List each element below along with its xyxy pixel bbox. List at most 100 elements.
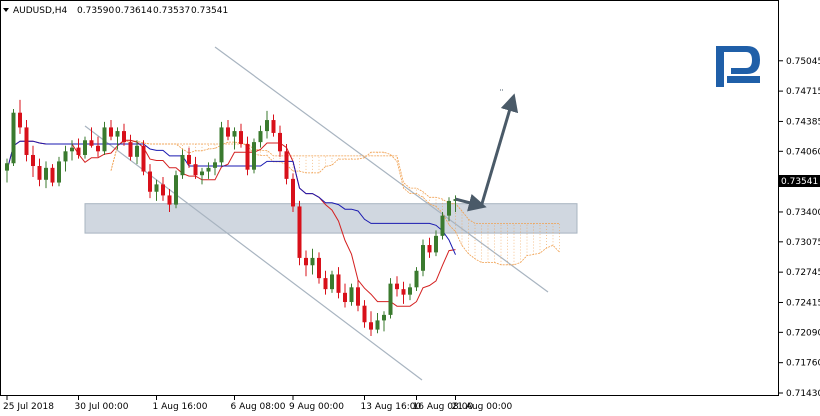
candle-body — [89, 140, 94, 146]
candle-body — [24, 127, 29, 155]
forecast-arrows-layer — [455, 89, 519, 212]
candle-body — [252, 142, 256, 170]
candle-body — [239, 131, 243, 144]
candle-body — [226, 127, 230, 137]
resistance-zone — [84, 203, 578, 234]
kijun-sen-line — [6, 140, 456, 255]
candle-body — [200, 171, 204, 176]
cloud-span-b-line — [110, 140, 560, 224]
candle-body — [330, 274, 334, 290]
candle-body — [382, 314, 386, 321]
y-tick-label: 0.75045 — [786, 57, 820, 67]
candle-body — [310, 257, 315, 266]
candle-body — [161, 184, 165, 196]
channel-lower-line — [84, 125, 423, 381]
candle-body — [70, 147, 74, 152]
candle-body — [245, 143, 250, 170]
collapse-triangle-icon[interactable] — [3, 8, 9, 12]
y-tick-label: 0.74715 — [786, 87, 820, 97]
y-tick-label: 0.71760 — [786, 359, 820, 369]
candle-body — [375, 320, 380, 330]
candle-body — [213, 162, 217, 168]
candle-body — [122, 131, 126, 143]
ohlc-low: 0.73537 — [153, 6, 190, 16]
candle-body — [291, 178, 295, 207]
candle-body — [414, 270, 419, 288]
cloud-span-a-line — [110, 140, 560, 266]
y-tick-label: 0.73075 — [786, 238, 820, 248]
candle-body — [271, 120, 276, 133]
candle-body — [343, 292, 347, 303]
candle-body — [63, 151, 68, 162]
y-tick-label: 0.74385 — [786, 117, 820, 127]
candle-body — [167, 195, 172, 205]
channel-upper-line — [214, 46, 549, 293]
candle-body — [421, 245, 425, 271]
candle-body — [408, 287, 412, 295]
candle-body — [284, 151, 289, 179]
candle-body — [109, 127, 113, 137]
y-tick-label: 0.72745 — [786, 268, 820, 278]
candle-body — [76, 147, 81, 155]
candle-body — [11, 112, 16, 164]
candle-body — [44, 167, 48, 180]
candle-body — [5, 163, 9, 171]
chart-header: AUDUSD,H4 0.73590 0.73614 0.73537 0.7354… — [3, 6, 228, 16]
candle-body — [427, 245, 432, 253]
candle-body — [447, 200, 451, 216]
candle-body — [434, 235, 438, 253]
candle-body — [336, 274, 341, 293]
candle-body — [83, 140, 87, 155]
candle-body — [323, 278, 328, 290]
R-logo-icon — [716, 46, 760, 87]
x-tick-label: 6 Aug 08:00 — [231, 402, 286, 412]
candle-body — [193, 164, 198, 176]
indicator-lines-layer — [6, 139, 456, 307]
candle-body — [401, 289, 406, 295]
candle-body — [440, 215, 445, 236]
channel-lines-layer — [84, 46, 549, 381]
candle-body — [278, 132, 282, 152]
candles-layer[interactable] — [5, 99, 458, 337]
candle-body — [180, 154, 185, 176]
forecast-arrow-down — [455, 194, 487, 212]
candle-body — [297, 206, 302, 258]
candle-body — [128, 142, 133, 157]
ichimoku-cloud-layer — [110, 140, 560, 266]
candle-body — [388, 283, 393, 315]
plot-frame — [0, 0, 779, 396]
ohlc-high: 0.73614 — [115, 6, 152, 16]
y-tick-label: 0.72090 — [786, 328, 820, 338]
candle-body — [232, 131, 237, 137]
candle-body — [304, 257, 308, 266]
x-tick-label: 21 Aug 00:00 — [452, 402, 513, 412]
candle-body — [102, 127, 107, 152]
candle-body — [154, 184, 159, 192]
candle-body — [115, 131, 120, 137]
candle-body — [219, 127, 224, 163]
candle-body — [258, 131, 263, 143]
support-zone-layer — [84, 203, 578, 234]
candle-body — [141, 145, 146, 172]
y-tick-label: 0.73400 — [786, 208, 820, 218]
candle-body — [135, 145, 139, 157]
candle-body — [50, 167, 55, 183]
ohlc-close: 0.73541 — [191, 6, 228, 16]
forecast-arrow-up — [479, 93, 519, 208]
candle-body — [349, 287, 354, 303]
candle-body — [174, 175, 178, 205]
x-tick-label: 16 Aug 08:00 — [413, 402, 474, 412]
candle-body — [96, 145, 100, 152]
last-price-tag: 0.73541 — [779, 175, 820, 187]
candle-body — [395, 283, 399, 290]
candle-body — [206, 167, 211, 172]
candle-body — [187, 154, 191, 165]
ohlc-open: 0.73590 — [77, 6, 114, 16]
candle-body — [37, 166, 42, 180]
x-tick-label: 1 Aug 16:00 — [153, 402, 208, 412]
candle-body — [356, 287, 360, 306]
candle-body — [265, 120, 269, 132]
x-tick-label: 30 Jul 00:00 — [75, 402, 129, 412]
chart-symbol-title: AUDUSD,H4 — [13, 6, 68, 16]
